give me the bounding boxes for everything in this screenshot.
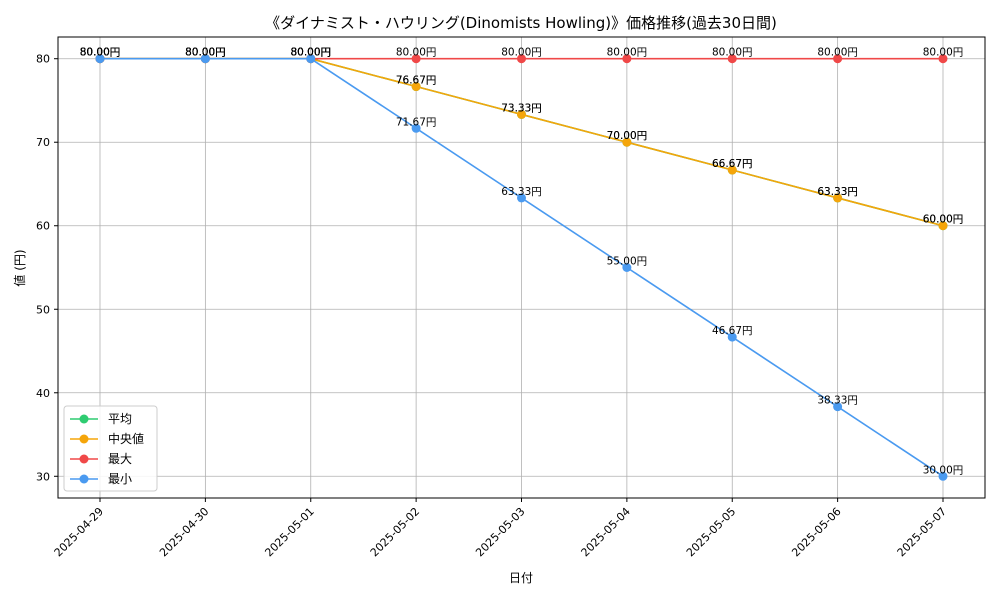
data-label: 63.33円: [817, 186, 858, 198]
data-label: 80.00円: [817, 47, 858, 59]
data-label: 66.67円: [712, 158, 753, 170]
data-label: 80.00円: [923, 47, 964, 59]
data-point: [95, 54, 105, 64]
data-point: [938, 471, 948, 481]
data-label: 80.00円: [185, 47, 226, 59]
x-tick-label: 2025-05-06: [789, 505, 843, 559]
data-label: 80.00円: [501, 47, 542, 59]
data-label: 30.00円: [923, 464, 964, 476]
x-tick-label: 2025-05-07: [895, 505, 949, 559]
data-label: 80.00円: [290, 47, 331, 59]
data-point: [517, 193, 526, 203]
data-label: 73.33円: [501, 102, 542, 114]
y-tick-label: 80: [36, 53, 50, 66]
y-tick-label: 70: [36, 136, 50, 149]
data-label: 80.00円: [185, 47, 226, 59]
data-label: 80.00円: [290, 47, 331, 59]
data-label: 66.67円: [712, 158, 753, 170]
data-label: 80.00円: [80, 47, 121, 59]
x-tick-label: 2025-05-03: [473, 505, 527, 559]
x-tick-label: 2025-05-04: [579, 505, 633, 559]
y-tick-label: 60: [36, 220, 50, 233]
legend-label: 中央値: [108, 431, 144, 446]
data-label: 80.00円: [290, 47, 331, 59]
legend-label: 最大: [108, 452, 132, 466]
data-point: [938, 221, 948, 231]
data-point: [411, 82, 421, 92]
data-label: 60.00円: [923, 214, 964, 226]
legend-label: 平均: [108, 412, 132, 426]
y-tick-label: 40: [36, 387, 50, 400]
x-axis-label: 日付: [509, 571, 533, 585]
data-point: [833, 402, 843, 412]
legend-marker: [79, 474, 89, 484]
data-point: [306, 54, 316, 64]
data-label: 80.00円: [290, 47, 331, 59]
data-label: 55.00円: [607, 256, 648, 268]
data-label: 60.00円: [923, 214, 964, 226]
data-point: [622, 263, 632, 272]
data-label: 63.33円: [501, 186, 542, 198]
data-label: 80.00円: [396, 47, 437, 59]
data-label: 73.33円: [501, 102, 542, 114]
data-point: [517, 54, 526, 64]
legend-box: [63, 405, 158, 492]
data-labels: 80.00円 80.00円 80.00円 76.67円 73.33円 70.00円 66.6…: [80, 47, 964, 477]
data-label: 80.00円: [185, 47, 226, 59]
x-tick-label: 2025-04-29: [52, 505, 106, 559]
data-label: 71.67円: [396, 116, 437, 128]
legend-marker: [79, 454, 89, 464]
y-axis-label: 値 (円): [12, 249, 27, 286]
data-point: [622, 137, 632, 147]
data-point: [517, 109, 526, 119]
legend-marker: [79, 434, 89, 444]
data-label: 70.00円: [607, 130, 648, 142]
data-label: 46.67円: [712, 325, 753, 337]
x-tick-label: 2025-05-01: [262, 505, 316, 559]
data-point: [411, 123, 421, 133]
chart-title: 《ダイナミスト・ハウリング(Dinomists Howling)》価格推移(過去…: [265, 14, 777, 32]
y-axis-ticks: 30 40 50 60 70 80: [36, 53, 58, 483]
y-tick-label: 30: [36, 470, 50, 483]
data-point: [727, 165, 737, 175]
data-label: 80.00円: [712, 47, 753, 59]
legend-label: 最小: [108, 472, 132, 486]
data-label: 80.00円: [80, 47, 121, 59]
data-label: 63.33円: [817, 186, 858, 198]
data-label: 76.67円: [396, 75, 437, 87]
data-label: 70.00円: [607, 130, 648, 142]
data-point: [200, 54, 210, 64]
data-label: 38.33円: [817, 395, 858, 407]
series-layer: [95, 54, 948, 481]
x-axis-ticks: 2025-04-29 2025-04-30 2025-05-01 2025-05-02…: [52, 498, 949, 559]
x-tick-label: 2025-05-05: [684, 505, 738, 559]
data-point: [727, 332, 737, 342]
y-tick-label: 50: [36, 303, 50, 316]
data-point: [622, 54, 632, 64]
data-label: 76.67円: [396, 75, 437, 87]
data-point: [938, 54, 948, 64]
data-point: [833, 193, 843, 203]
x-tick-label: 2025-05-02: [368, 505, 422, 559]
data-point: [833, 54, 843, 64]
data-label: 80.00円: [185, 47, 226, 59]
data-label: 80.00円: [607, 47, 648, 59]
data-label: 80.00円: [80, 47, 121, 59]
data-point: [411, 54, 421, 64]
x-tick-label: 2025-04-30: [157, 505, 211, 559]
data-label: 80.00円: [80, 47, 121, 59]
legend-marker: [79, 414, 89, 424]
data-point: [727, 54, 737, 64]
